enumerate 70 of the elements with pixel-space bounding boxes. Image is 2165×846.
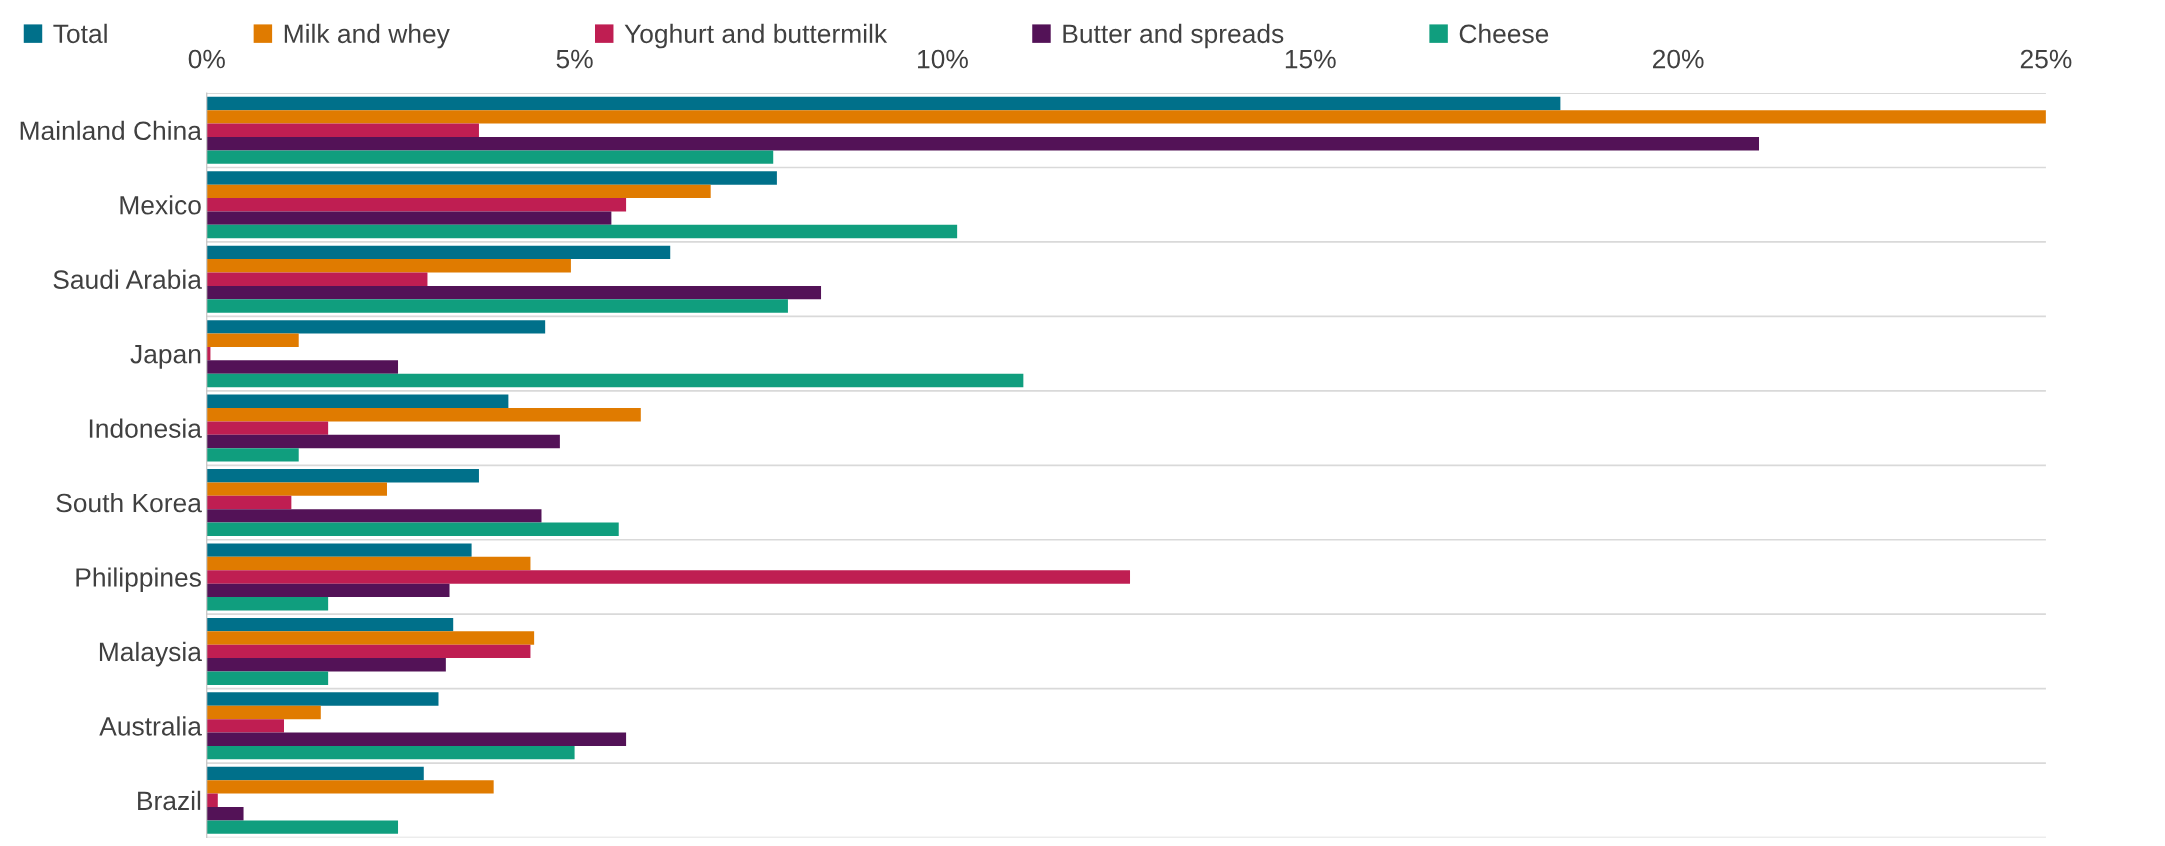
- bar: [206, 482, 387, 496]
- bar: [206, 259, 571, 273]
- bar: [206, 597, 329, 611]
- bar: [206, 123, 479, 137]
- x-tick-label: 15%: [1285, 49, 1336, 69]
- bar: [206, 320, 546, 334]
- y-tick-label: South Korea: [56, 492, 202, 513]
- bar: [206, 373, 1024, 388]
- x-tick-label: 10%: [918, 49, 968, 69]
- bar: [206, 583, 450, 598]
- bar: [206, 820, 399, 834]
- bar: [206, 543, 472, 557]
- bar: [206, 110, 2046, 124]
- bar: [206, 299, 788, 313]
- bar: [206, 211, 612, 225]
- bar: [206, 407, 641, 422]
- bar: [206, 224, 958, 239]
- y-tick-label: Mexico: [120, 195, 201, 215]
- bar: [206, 421, 329, 435]
- bar: [206, 245, 671, 260]
- bar: [206, 719, 284, 733]
- bar: [206, 448, 299, 462]
- bar: [206, 793, 218, 808]
- bar: [206, 96, 1561, 111]
- legend-label: Cheese: [1459, 23, 1549, 44]
- bar: [206, 509, 542, 523]
- bar: [206, 434, 560, 449]
- bar: [206, 522, 619, 537]
- y-tick-label: Japan: [130, 345, 201, 369]
- x-tick-label: 0%: [188, 49, 225, 69]
- bar: [206, 333, 299, 347]
- y-tick-label: Australia: [99, 716, 202, 736]
- bar: [206, 644, 531, 659]
- bar: [206, 671, 329, 685]
- bar: [206, 469, 479, 483]
- bar: [206, 732, 627, 746]
- bar: [206, 766, 424, 781]
- bar: [206, 272, 428, 286]
- bar: [206, 658, 446, 672]
- x-tick-label: 20%: [1653, 49, 1704, 69]
- bar: [206, 745, 575, 760]
- bar: [206, 150, 774, 164]
- bar: [206, 171, 777, 185]
- y-tick-label: Malaysia: [99, 641, 202, 667]
- bar: [206, 705, 321, 720]
- bar: [206, 617, 454, 632]
- bar: [206, 780, 494, 794]
- bar: [206, 495, 292, 510]
- y-tick-label: Philippines: [76, 567, 201, 593]
- bar: [206, 807, 244, 821]
- y-tick-label: Indonesia: [89, 418, 202, 438]
- bar: [206, 198, 627, 212]
- bar: [206, 556, 531, 571]
- legend-label: Total: [53, 23, 107, 44]
- bar: [206, 692, 439, 706]
- bar: [206, 360, 399, 374]
- bar: [206, 184, 711, 199]
- y-tick-label: Brazil: [138, 790, 201, 811]
- legend-label: Milk and whey: [284, 23, 450, 49]
- x-tick-label: 5%: [556, 49, 593, 69]
- bar: [206, 631, 535, 645]
- bar: [206, 136, 1760, 151]
- bar: [206, 394, 509, 408]
- x-tick-label: 25%: [2020, 49, 2072, 69]
- legend-label: Yoghurt and buttermilk: [624, 23, 888, 49]
- bar: [206, 285, 822, 300]
- legend-label: Butter and spreads: [1063, 23, 1284, 49]
- y-tick-label: Mainland China: [20, 120, 202, 141]
- bar: [206, 570, 1131, 584]
- y-tick-label: Saudi Arabia: [53, 269, 202, 289]
